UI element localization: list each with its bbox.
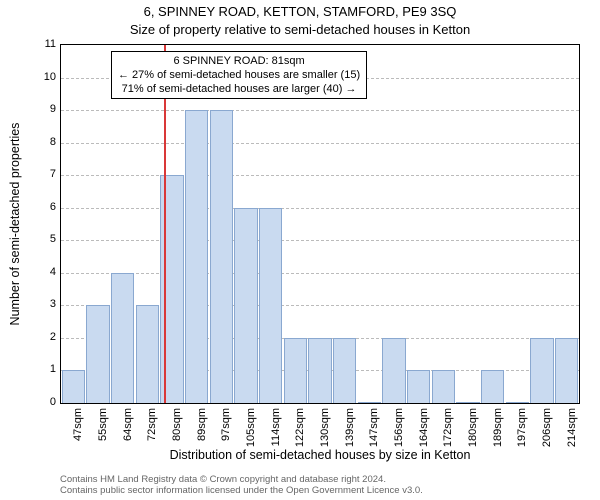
x-tick-label: 47sqm [72, 408, 84, 458]
x-tick-label: 156sqm [393, 408, 405, 458]
histogram-bar [234, 208, 257, 403]
gridline [61, 143, 579, 144]
chart-title-address: 6, SPINNEY ROAD, KETTON, STAMFORD, PE9 3… [0, 4, 600, 19]
histogram-bar [407, 370, 430, 403]
annotation-line2: ← 27% of semi-detached houses are smalle… [118, 68, 360, 82]
x-tick-label: 139sqm [344, 408, 356, 458]
annotation-line1: 6 SPINNEY ROAD: 81sqm [118, 54, 360, 68]
gridline [61, 240, 579, 241]
histogram-bar [506, 402, 529, 403]
x-tick-label: 130sqm [319, 408, 331, 458]
x-tick-label: 197sqm [516, 408, 528, 458]
y-tick-label: 0 [26, 397, 56, 407]
y-axis-label: Number of semi-detached properties [8, 44, 26, 404]
x-tick-label: 80sqm [171, 408, 183, 458]
gridline [61, 175, 579, 176]
histogram-bar [86, 305, 109, 403]
histogram-bar [284, 338, 307, 403]
x-tick-label: 89sqm [196, 408, 208, 458]
y-tick-label: 9 [26, 104, 56, 114]
gridline [61, 110, 579, 111]
y-tick-label: 10 [26, 72, 56, 82]
x-tick-label: 114sqm [270, 408, 282, 458]
annotation-line3: 71% of semi-detached houses are larger (… [118, 82, 360, 96]
y-tick-label: 1 [26, 364, 56, 374]
histogram-bar [382, 338, 405, 403]
x-tick-label: 122sqm [294, 408, 306, 458]
histogram-bar [111, 273, 134, 403]
gridline [61, 273, 579, 274]
x-tick-label: 180sqm [467, 408, 479, 458]
chart-plot-area: 6 SPINNEY ROAD: 81sqm ← 27% of semi-deta… [60, 44, 580, 404]
histogram-bar [555, 338, 578, 403]
x-tick-label: 55sqm [97, 408, 109, 458]
y-tick-label: 4 [26, 267, 56, 277]
x-tick-label: 164sqm [418, 408, 430, 458]
footer-line1: Contains HM Land Registry data © Crown c… [60, 474, 423, 485]
histogram-bar [358, 402, 381, 403]
x-tick-label: 147sqm [368, 408, 380, 458]
y-tick-label: 8 [26, 137, 56, 147]
histogram-bar [432, 370, 455, 403]
y-tick-label: 5 [26, 234, 56, 244]
x-tick-label: 64sqm [122, 408, 134, 458]
histogram-bar [456, 402, 479, 403]
x-tick-label: 172sqm [442, 408, 454, 458]
x-tick-label: 214sqm [566, 408, 578, 458]
x-tick-label: 97sqm [220, 408, 232, 458]
x-tick-label: 72sqm [146, 408, 158, 458]
footer-line2: Contains public sector information licen… [60, 485, 423, 496]
histogram-bar [308, 338, 331, 403]
y-tick-label: 6 [26, 202, 56, 212]
y-tick-label: 3 [26, 299, 56, 309]
histogram-bar [333, 338, 356, 403]
y-tick-label: 7 [26, 169, 56, 179]
histogram-bar [530, 338, 553, 403]
chart-title-subtitle: Size of property relative to semi-detach… [0, 22, 600, 37]
histogram-bar [185, 110, 208, 403]
histogram-bar [136, 305, 159, 403]
histogram-bar [481, 370, 504, 403]
histogram-bar [62, 370, 85, 403]
y-tick-label: 2 [26, 332, 56, 342]
histogram-bar [210, 110, 233, 403]
gridline [61, 208, 579, 209]
x-tick-label: 189sqm [492, 408, 504, 458]
x-tick-label: 105sqm [245, 408, 257, 458]
annotation-box: 6 SPINNEY ROAD: 81sqm ← 27% of semi-deta… [111, 51, 367, 99]
histogram-bar [259, 208, 282, 403]
x-tick-label: 206sqm [541, 408, 553, 458]
footer-attribution: Contains HM Land Registry data © Crown c… [60, 474, 423, 496]
y-tick-label: 11 [26, 39, 56, 49]
